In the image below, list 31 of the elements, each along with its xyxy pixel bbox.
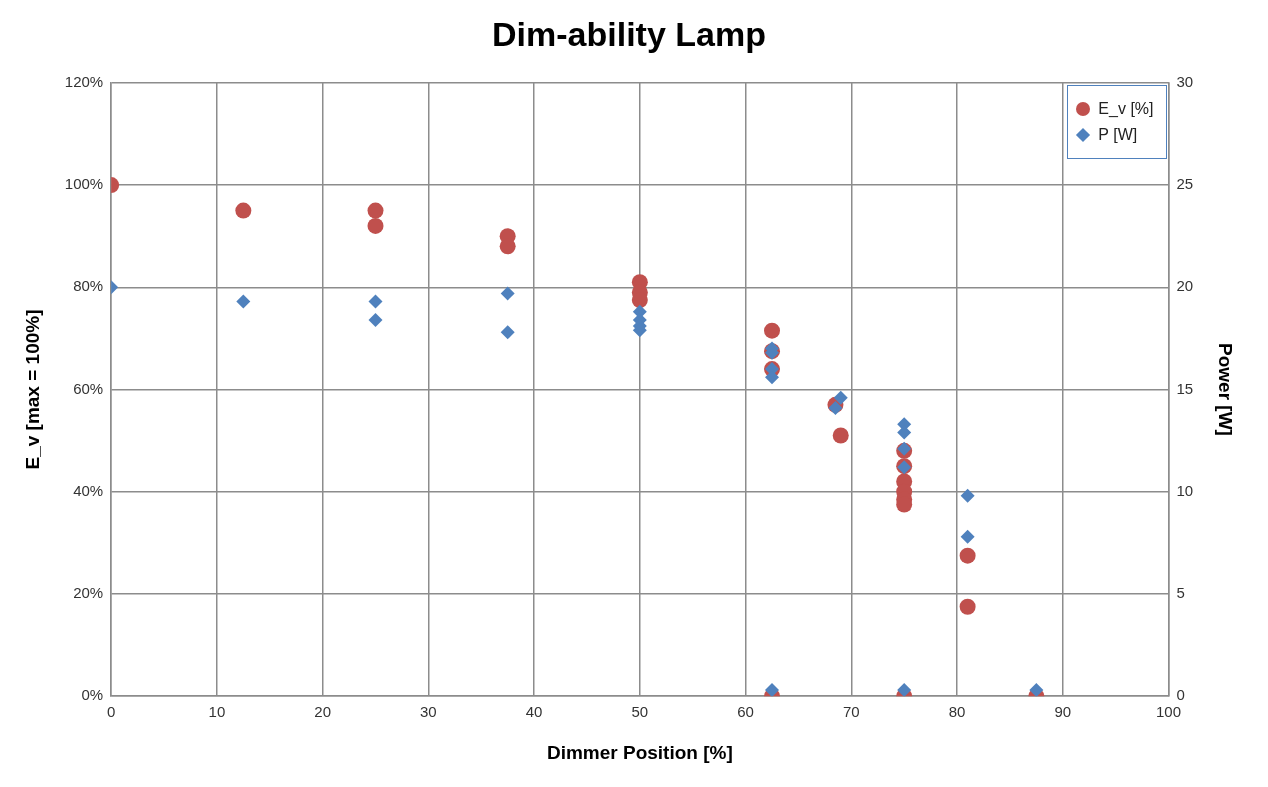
y2-tick-label: 0 xyxy=(1176,686,1185,704)
x-tick-label: 80 xyxy=(948,703,966,721)
chart-title: Dim-ability Lamp xyxy=(492,14,766,53)
x-tick-label: 20 xyxy=(314,703,331,721)
x-axis-title: Dimmer Position [%] xyxy=(546,741,733,763)
x-tick-label: 90 xyxy=(1054,703,1072,721)
legend-label: E_v [%] xyxy=(1098,99,1154,118)
y-tick-label: 80% xyxy=(73,277,104,295)
legend-label: P [W] xyxy=(1098,125,1138,144)
y-tick-label: 40% xyxy=(73,481,104,499)
y-tick-label: 20% xyxy=(73,584,104,602)
y-tick-label: 120% xyxy=(64,72,104,90)
y2-axis-title: Power [W] xyxy=(1215,343,1237,436)
y2-tick-label: 5 xyxy=(1176,584,1185,602)
x-tick-label: 10 xyxy=(208,703,226,721)
y2-tick-label: 25 xyxy=(1176,175,1194,193)
x-tick-label: 40 xyxy=(525,703,543,721)
x-tick-label: 60 xyxy=(737,703,754,721)
y-tick-label: 60% xyxy=(73,379,104,397)
y2-tick-label: 20 xyxy=(1176,277,1194,295)
y2-tick-label: 30 xyxy=(1176,72,1194,90)
x-tick-label: 50 xyxy=(631,703,649,721)
x-tick-label: 30 xyxy=(420,703,437,721)
y-tick-label: 100% xyxy=(64,175,104,193)
x-tick-label: 100 xyxy=(1156,703,1182,721)
y2-tick-label: 15 xyxy=(1176,379,1194,397)
y-tick-label: 0% xyxy=(81,686,104,704)
y-axis-title: E_v [max = 100%] xyxy=(21,309,43,470)
x-tick-label: 0 xyxy=(106,703,116,721)
y2-tick-label: 10 xyxy=(1176,481,1194,499)
x-tick-label: 70 xyxy=(842,703,860,721)
